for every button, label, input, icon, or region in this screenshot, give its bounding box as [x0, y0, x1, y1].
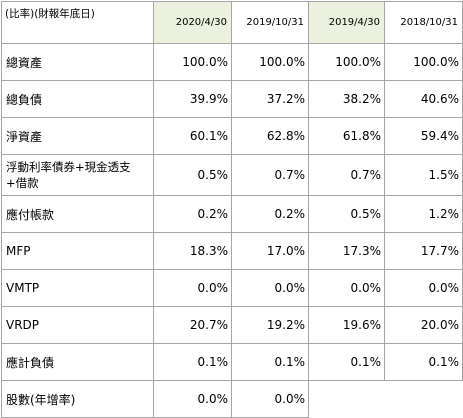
table-row: MFP 18.3% 17.0% 17.3% 17.7%: [1, 232, 463, 270]
row-label: 應計負債: [1, 343, 154, 381]
row-label: 股數(年增率): [1, 380, 154, 418]
cell-value: 0.2%: [153, 195, 232, 233]
header-row: (比率)(財報年底日) 2020/4/30 2019/10/31 2019/4/…: [1, 1, 463, 44]
header-date-3: 2019/4/30: [308, 1, 385, 44]
row-label: 浮動利率債券+現金透支+借款: [1, 154, 154, 196]
empty-cell: [309, 381, 385, 418]
table-row: 總負債 39.9% 37.2% 38.2% 40.6%: [1, 80, 463, 118]
cell-value: 0.0%: [153, 269, 232, 307]
header-label: (比率)(財報年底日): [1, 1, 154, 44]
cell-value: 37.2%: [231, 80, 309, 118]
cell-value: 20.0%: [384, 306, 463, 344]
cell-value: 17.0%: [231, 232, 309, 270]
cell-value: 100.0%: [384, 43, 463, 81]
cell-value: 0.0%: [231, 380, 309, 418]
cell-value: 59.4%: [384, 117, 463, 155]
cell-value: 38.2%: [308, 80, 385, 118]
cell-value: 39.9%: [153, 80, 232, 118]
row-label: MFP: [1, 232, 154, 270]
table-row: 浮動利率債券+現金透支+借款 0.5% 0.7% 0.7% 1.5%: [1, 154, 463, 196]
cell-value: 19.2%: [231, 306, 309, 344]
header-date-1: 2020/4/30: [153, 1, 232, 44]
cell-value: 20.7%: [153, 306, 232, 344]
cell-value: 17.3%: [308, 232, 385, 270]
cell-value: 19.6%: [308, 306, 385, 344]
cell-value: 0.1%: [153, 343, 232, 381]
cell-value: 0.0%: [308, 269, 385, 307]
cell-value: 60.1%: [153, 117, 232, 155]
header-date-2: 2019/10/31: [231, 1, 309, 44]
cell-value: 0.1%: [231, 343, 309, 381]
row-label: 總資產: [1, 43, 154, 81]
cell-value: 0.0%: [231, 269, 309, 307]
cell-value: 100.0%: [153, 43, 232, 81]
table-row: 淨資產 60.1% 62.8% 61.8% 59.4%: [1, 117, 463, 155]
cell-value: 0.1%: [384, 343, 463, 381]
table-row: 股數(年增率) 0.0% 0.0%: [1, 380, 463, 418]
cell-value: 40.6%: [384, 80, 463, 118]
row-label: 淨資產: [1, 117, 154, 155]
cell-value: 0.0%: [384, 269, 463, 307]
table-row: VRDP 20.7% 19.2% 19.6% 20.0%: [1, 306, 463, 344]
cell-value: 100.0%: [231, 43, 309, 81]
row-label: VMTP: [1, 269, 154, 307]
cell-value: 0.2%: [231, 195, 309, 233]
table-row: 總資產 100.0% 100.0% 100.0% 100.0%: [1, 43, 463, 81]
cell-value: 0.5%: [308, 195, 385, 233]
header-date-4: 2018/10/31: [384, 1, 463, 44]
table-row: 應付帳款 0.2% 0.2% 0.5% 1.2%: [1, 195, 463, 233]
empty-cell: [385, 381, 463, 418]
cell-value: 17.7%: [384, 232, 463, 270]
table-row: 應計負債 0.1% 0.1% 0.1% 0.1%: [1, 343, 463, 381]
cell-value: 18.3%: [153, 232, 232, 270]
table-row: VMTP 0.0% 0.0% 0.0% 0.0%: [1, 269, 463, 307]
cell-value: 1.5%: [384, 154, 463, 196]
cell-value: 0.1%: [308, 343, 385, 381]
cell-value: 1.2%: [384, 195, 463, 233]
cell-value: 0.0%: [153, 380, 232, 418]
cell-value: 62.8%: [231, 117, 309, 155]
cell-value: 100.0%: [308, 43, 385, 81]
cell-value: 0.7%: [308, 154, 385, 196]
row-label: 應付帳款: [1, 195, 154, 233]
row-label: 總負債: [1, 80, 154, 118]
row-label: VRDP: [1, 306, 154, 344]
cell-value: 0.7%: [231, 154, 309, 196]
cell-value: 0.5%: [153, 154, 232, 196]
cell-value: 61.8%: [308, 117, 385, 155]
